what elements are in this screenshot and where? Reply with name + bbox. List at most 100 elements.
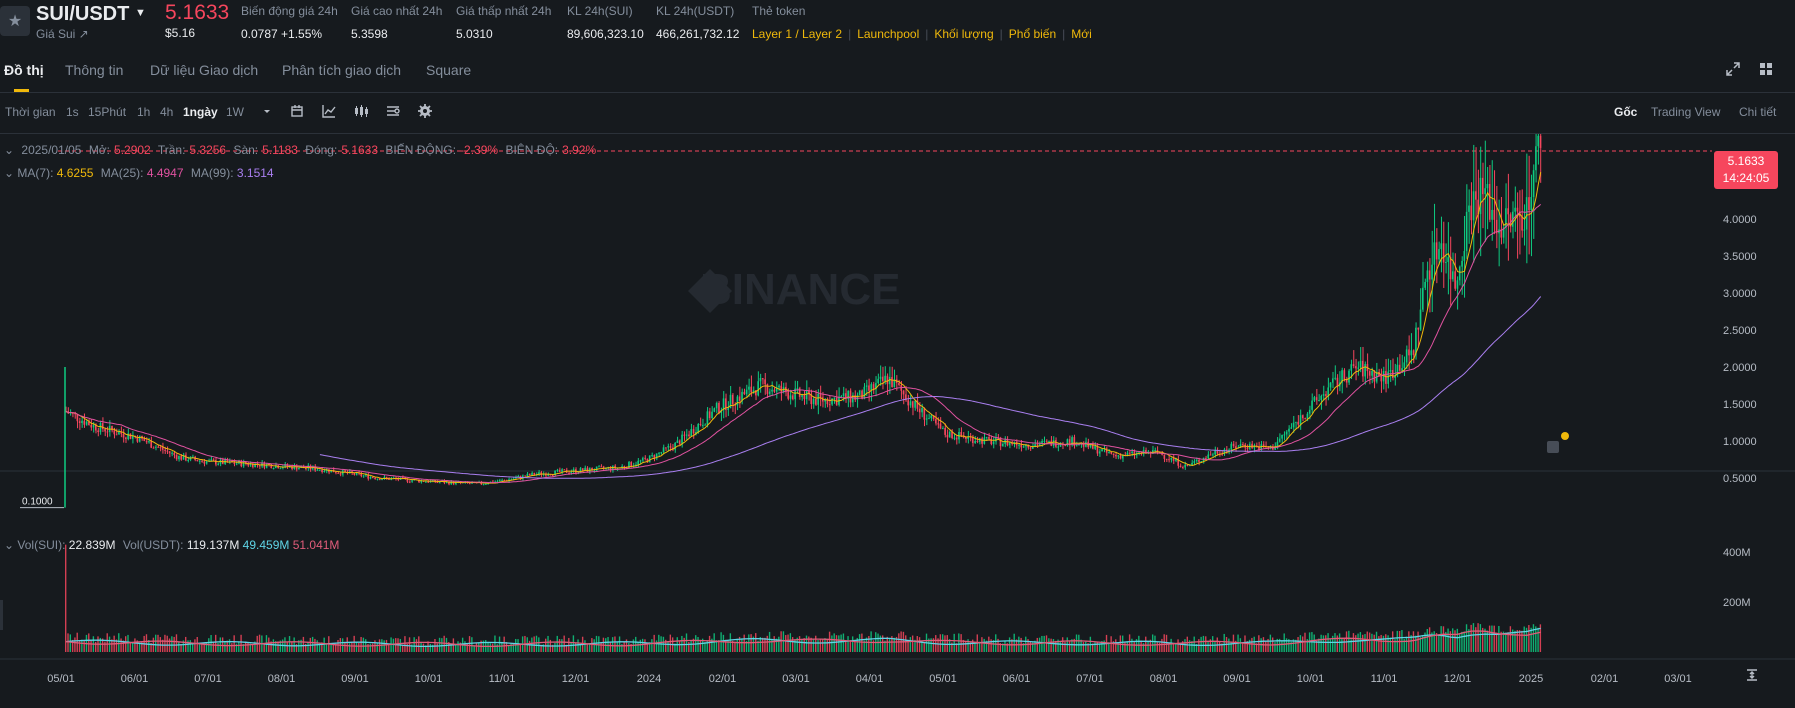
- candle-body: [1073, 437, 1076, 446]
- candle-body: [323, 471, 326, 473]
- candle-body: [1343, 370, 1346, 380]
- interval-1d[interactable]: 1ngày: [183, 105, 218, 119]
- candle-body: [1306, 413, 1309, 419]
- collapse-chevron-icon[interactable]: ⌄: [4, 538, 15, 552]
- volume-bar: [1098, 643, 1101, 652]
- settings-icon[interactable]: [417, 103, 433, 119]
- candle-type-icon[interactable]: [353, 103, 369, 119]
- dropdown-chevron-icon[interactable]: [259, 103, 275, 119]
- volume-bar: [570, 642, 572, 652]
- volume-bar: [491, 643, 494, 652]
- volume-bar: [722, 634, 725, 652]
- volume-bar: [588, 643, 591, 652]
- axis-settings-icon[interactable]: [1744, 667, 1760, 683]
- ticker-header: ★ SUI/USDT ▼ Giá Sui ↗ 5.1633 $5.16 Biến…: [0, 0, 1795, 50]
- volume-bar: [291, 642, 293, 652]
- volume-bar: [1306, 639, 1308, 652]
- volume-bar: [106, 633, 108, 652]
- interval-4h[interactable]: 4h: [160, 105, 174, 119]
- volume-bar: [69, 634, 72, 652]
- candle-body: [655, 453, 658, 459]
- interval-1h[interactable]: 1h: [137, 105, 151, 119]
- tag-launchpool[interactable]: Launchpool: [857, 27, 920, 41]
- volume-bar: [990, 639, 992, 652]
- volume-bar: [821, 639, 824, 652]
- candle-body: [1112, 453, 1115, 455]
- coin-name-link[interactable]: Giá Sui ↗: [36, 27, 89, 41]
- interval-15m[interactable]: 15Phút: [88, 105, 127, 119]
- price-axis-label: 3.5000: [1723, 251, 1757, 263]
- candle-body: [120, 431, 123, 434]
- candle-body: [614, 465, 616, 469]
- volume-bar: [1265, 640, 1267, 652]
- tab-info[interactable]: Thông tin: [65, 62, 124, 78]
- candle-body: [427, 481, 429, 483]
- candle-body: [1258, 446, 1260, 450]
- candle-body: [858, 390, 861, 395]
- symbol-selector[interactable]: SUI/USDT: [36, 3, 130, 25]
- view-tradingview[interactable]: Trading View: [1651, 105, 1721, 119]
- view-depth[interactable]: Chi tiết: [1739, 105, 1777, 119]
- volume-bar: [1126, 641, 1128, 652]
- view-original[interactable]: Gốc: [1614, 105, 1638, 119]
- volume-bar: [858, 634, 861, 652]
- volume-bar: [533, 636, 535, 652]
- candle-body: [1380, 376, 1383, 382]
- candle-body: [764, 379, 766, 385]
- candle-body: [1211, 454, 1214, 456]
- high-label: Trần:: [157, 143, 186, 157]
- token-tags-label: Thẻ token: [752, 4, 806, 18]
- tab-trading-data[interactable]: Dữ liệu Giao dịch: [150, 62, 259, 78]
- tab-square[interactable]: Square: [426, 62, 472, 78]
- chevron-down-icon[interactable]: ▼: [135, 7, 146, 19]
- candle-body: [738, 396, 741, 401]
- collapse-chevron-icon[interactable]: ⌄: [4, 143, 15, 157]
- volume-bar: [1318, 638, 1320, 652]
- calendar-icon[interactable]: [289, 103, 305, 119]
- panel-toggle[interactable]: [0, 600, 3, 630]
- indicator-icon[interactable]: [321, 103, 337, 119]
- tab-chart[interactable]: Đồ thị: [4, 62, 44, 78]
- volume-bar: [951, 642, 953, 652]
- volume-bar: [318, 642, 321, 652]
- tab-trading-analysis[interactable]: Phân tích giao dịch: [282, 62, 402, 78]
- collapse-chevron-icon[interactable]: ⌄: [4, 166, 15, 180]
- layout-icon[interactable]: [385, 103, 401, 119]
- volume-bar: [1500, 631, 1502, 652]
- volume-bar: [1451, 628, 1454, 652]
- volume-bar: [572, 635, 575, 652]
- volume-bar: [1246, 641, 1248, 652]
- candle-body: [1451, 271, 1454, 280]
- volume-bar: [865, 637, 868, 652]
- stat-24h-change: Biến động giá 24h 0.0787 +1.55%: [241, 4, 338, 41]
- interval-1s[interactable]: 1s: [66, 105, 79, 119]
- candle-body: [397, 478, 399, 480]
- volume-bar: [819, 638, 822, 652]
- tag-volume[interactable]: Khối lượng: [934, 27, 994, 41]
- volume-bar: [401, 644, 404, 652]
- volume-bar: [1230, 641, 1232, 652]
- favorite-star-icon[interactable]: ★: [0, 6, 30, 36]
- candle-body: [254, 463, 256, 468]
- volume-bar: [171, 636, 173, 652]
- volume-bar: [701, 638, 704, 652]
- volume-bar: [579, 644, 582, 652]
- volume-bar: [810, 637, 812, 652]
- grid-layout-icon[interactable]: [1758, 62, 1774, 78]
- price-chart[interactable]: BINANCE4.50004.00003.50003.00002.50002.0…: [0, 134, 1795, 708]
- interval-1w[interactable]: 1W: [226, 105, 244, 119]
- candle-body: [258, 464, 261, 467]
- volume-bar: [1364, 634, 1366, 652]
- expand-icon[interactable]: [1725, 62, 1741, 78]
- candle-body: [847, 390, 849, 399]
- volume-bar: [191, 642, 194, 652]
- candle-body: [635, 464, 637, 466]
- tag-popular[interactable]: Phổ biến: [1008, 27, 1057, 41]
- volume-bar: [1290, 641, 1292, 652]
- tag-layer1[interactable]: Layer 1 / Layer 2: [752, 27, 843, 41]
- volume-bar: [1292, 639, 1295, 652]
- candle-body: [1276, 441, 1279, 447]
- tag-new[interactable]: Mới: [1071, 27, 1092, 41]
- volume-bar: [718, 640, 720, 652]
- volume-bar: [785, 635, 787, 652]
